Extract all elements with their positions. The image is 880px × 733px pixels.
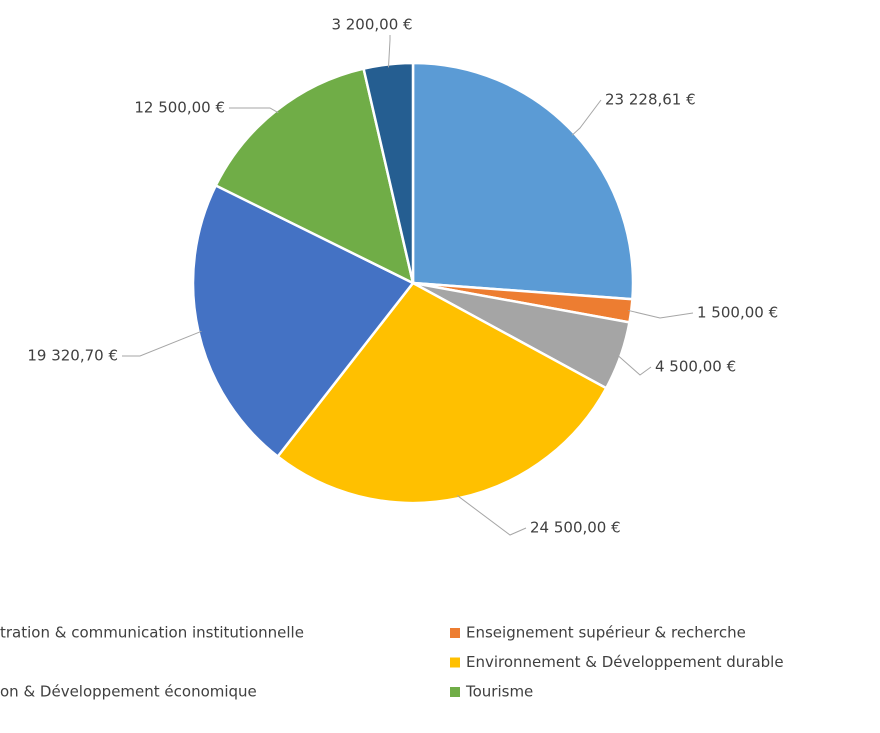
pie-slice — [275, 281, 608, 505]
data-label: 12 500,00 € — [134, 99, 225, 117]
legend-marker — [450, 687, 460, 697]
legend-marker — [450, 657, 460, 668]
legend-label: tration & communication institutionnelle — [0, 624, 304, 642]
leader-line — [229, 107, 279, 114]
leader-line — [456, 495, 527, 536]
leader-line — [571, 99, 602, 136]
data-label: 24 500,00 € — [530, 519, 621, 537]
pie-slice — [411, 61, 635, 301]
leader-line — [617, 354, 652, 376]
legend-label: Enseignement supérieur & recherche — [466, 624, 746, 642]
legend-label: Environnement & Développement durable — [466, 653, 784, 671]
pie-slice — [214, 67, 415, 286]
data-label: 4 500,00 € — [655, 358, 736, 376]
legend-label: on & Développement économique — [0, 683, 257, 701]
data-label: 3 200,00 € — [331, 16, 412, 34]
leader-line — [628, 309, 694, 319]
legend-marker — [450, 628, 460, 638]
data-label: 19 320,70 € — [27, 347, 118, 365]
legend-label: Tourisme — [465, 683, 533, 701]
leader-line — [122, 330, 202, 357]
leader-line — [387, 35, 391, 68]
data-label: 1 500,00 € — [697, 304, 778, 322]
data-label: 23 228,61 € — [605, 91, 696, 109]
